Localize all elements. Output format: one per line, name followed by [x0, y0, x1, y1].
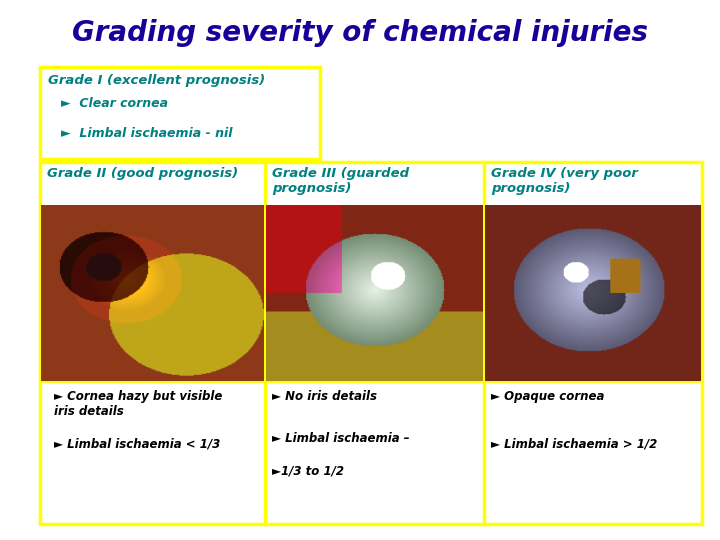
Bar — [40, 68, 320, 159]
Text: ►  Clear cornea: ► Clear cornea — [61, 97, 168, 110]
Text: ► Cornea hazy but visible
iris details: ► Cornea hazy but visible iris details — [54, 390, 222, 418]
Text: ► Limbal ischaemia < 1/3: ► Limbal ischaemia < 1/3 — [54, 437, 220, 450]
Text: ► No iris details: ► No iris details — [272, 390, 377, 403]
Text: Grade I (excellent prognosis): Grade I (excellent prognosis) — [48, 74, 266, 87]
Text: ► Limbal ischaemia > 1/2: ► Limbal ischaemia > 1/2 — [491, 437, 657, 450]
Text: ►1/3 to 1/2: ►1/3 to 1/2 — [272, 464, 344, 477]
Text: Grade III (guarded
prognosis): Grade III (guarded prognosis) — [272, 167, 409, 195]
Bar — [40, 162, 702, 524]
Text: Grade II (good prognosis): Grade II (good prognosis) — [47, 167, 238, 180]
Text: Grade IV (very poor
prognosis): Grade IV (very poor prognosis) — [491, 167, 638, 195]
Text: ► Opaque cornea: ► Opaque cornea — [491, 390, 604, 403]
Text: ► Limbal ischaemia –: ► Limbal ischaemia – — [272, 432, 410, 445]
Text: Grading severity of chemical injuries: Grading severity of chemical injuries — [72, 19, 648, 47]
Text: ►  Limbal ischaemia - nil: ► Limbal ischaemia - nil — [61, 127, 233, 140]
